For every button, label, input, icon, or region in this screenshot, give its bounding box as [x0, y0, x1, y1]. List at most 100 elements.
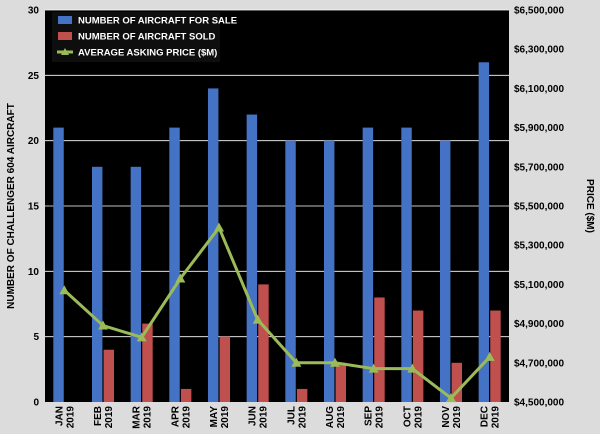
right-tick-label: $6,500,000 — [514, 6, 564, 17]
price-marker — [59, 285, 70, 295]
left-tick-label: 20 — [28, 136, 40, 147]
category-label: JUL 2019 — [286, 406, 308, 429]
bar-sold — [258, 284, 269, 402]
legend: NUMBER OF AIRCRAFT FOR SALE NUMBER OF AIR… — [52, 12, 237, 62]
bar-for-sale — [478, 62, 490, 403]
category-month: MAY — [209, 406, 220, 428]
category-year: 2019 — [375, 406, 386, 429]
bar-for-sale — [285, 140, 296, 402]
left-tick-label: 5 — [33, 332, 39, 343]
price-marker — [175, 273, 186, 283]
price-marker — [330, 357, 340, 367]
category-label: MAY 2019 — [209, 406, 231, 429]
gridlines — [45, 9, 509, 338]
bar-for-sale — [323, 140, 335, 402]
bar-for-sale — [246, 114, 258, 403]
category-month: AUG — [325, 406, 336, 428]
category-label: SEP 2019 — [364, 406, 386, 429]
bar-sold — [374, 297, 385, 402]
category-year: 2019 — [259, 406, 270, 429]
category-month: JUN — [248, 406, 259, 426]
legend-swatch-marker — [61, 48, 69, 55]
bar-sold — [219, 336, 231, 402]
category-year: 2019 — [336, 406, 347, 429]
right-tick-label: $4,500,000 — [514, 398, 564, 409]
category-year: 2019 — [452, 406, 463, 429]
right-tick-label: $5,700,000 — [514, 162, 564, 173]
right-axis-title: PRICE ($M) — [584, 179, 595, 233]
category-year: 2019 — [181, 406, 192, 429]
right-tick-label: $6,100,000 — [514, 84, 564, 95]
left-axis: 0 5 10 15 20 25 30 — [28, 6, 40, 409]
category-month: OCT — [402, 406, 413, 427]
legend-label: NUMBER OF AIRCRAFT FOR SALE — [78, 16, 237, 27]
category-year: 2019 — [143, 406, 154, 429]
legend-label: NUMBER OF AIRCRAFT SOLD — [78, 32, 216, 43]
category-year: 2019 — [220, 406, 231, 429]
legend-swatch — [58, 16, 72, 24]
line-series — [59, 222, 495, 403]
bar-sold — [335, 362, 347, 402]
category-label: FEB 2019 — [93, 406, 115, 429]
right-tick-label: $6,300,000 — [514, 45, 564, 56]
category-year: 2019 — [413, 406, 424, 429]
category-month: SEP — [364, 406, 375, 426]
bar-for-sale — [130, 166, 142, 402]
bar-sold — [296, 388, 308, 402]
price-marker — [252, 314, 263, 324]
category-label: APR 2019 — [170, 405, 192, 428]
bar-for-sale — [53, 127, 64, 402]
left-tick-label: 10 — [28, 267, 40, 278]
price-marker — [291, 357, 302, 367]
category-month: MAR — [132, 405, 143, 429]
bar-series — [53, 62, 501, 403]
right-tick-label: $5,500,000 — [514, 202, 564, 213]
category-month: APR — [170, 405, 181, 427]
price-marker — [214, 222, 224, 232]
legend-swatch — [58, 32, 72, 40]
left-tick-label: 0 — [33, 398, 39, 409]
category-year: 2019 — [65, 406, 76, 429]
left-tick-label: 15 — [28, 202, 40, 213]
category-label: AUG 2019 — [325, 406, 347, 429]
right-tick-label: $5,300,000 — [514, 241, 564, 252]
category-label: NOV 2019 — [441, 406, 463, 429]
category-label: OCT 2019 — [402, 406, 424, 429]
category-month: NOV — [441, 406, 452, 428]
price-marker — [98, 320, 108, 330]
bar-sold — [142, 323, 153, 402]
left-tick-label: 30 — [28, 6, 40, 17]
right-axis: $4,500,000 $4,700,000 $4,900,000 $5,100,000… — [514, 6, 564, 409]
category-month: DEC — [480, 406, 491, 427]
legend-box — [52, 12, 220, 62]
legend-label: AVERAGE ASKING PRICE ($M) — [78, 48, 217, 59]
bar-sold — [103, 349, 115, 402]
category-month: FEB — [93, 406, 104, 426]
price-marker — [484, 351, 495, 361]
bar-for-sale — [169, 127, 180, 402]
category-year: 2019 — [104, 406, 115, 429]
price-marker — [446, 393, 456, 403]
right-tick-label: $4,700,000 — [514, 358, 564, 369]
category-label: DEC 2019 — [480, 406, 502, 429]
bar-sold — [412, 310, 424, 402]
bar-for-sale — [362, 127, 374, 402]
category-year: 2019 — [491, 406, 502, 429]
category-label: JAN 2019 — [54, 406, 76, 429]
category-label: MAR 2019 — [132, 405, 154, 429]
bar-for-sale — [91, 166, 103, 402]
price-marker — [407, 363, 418, 373]
bar-for-sale — [401, 127, 412, 402]
category-axis: JAN 2019 FEB 2019 MAR 2019 APR 2019 MAY 2019 JUN 20… — [54, 405, 501, 429]
left-axis-title: NUMBER OF CHALLENGER 604 AIRCRAFT — [6, 103, 17, 309]
right-tick-label: $5,100,000 — [514, 280, 564, 291]
price-line — [63, 224, 491, 401]
bar-for-sale — [439, 140, 451, 402]
category-month: JUL — [286, 406, 297, 425]
bar-for-sale — [207, 88, 219, 403]
price-marker — [368, 363, 379, 373]
right-tick-label: $5,900,000 — [514, 123, 564, 134]
left-tick-label: 25 — [28, 71, 40, 82]
right-tick-label: $4,900,000 — [514, 319, 564, 330]
